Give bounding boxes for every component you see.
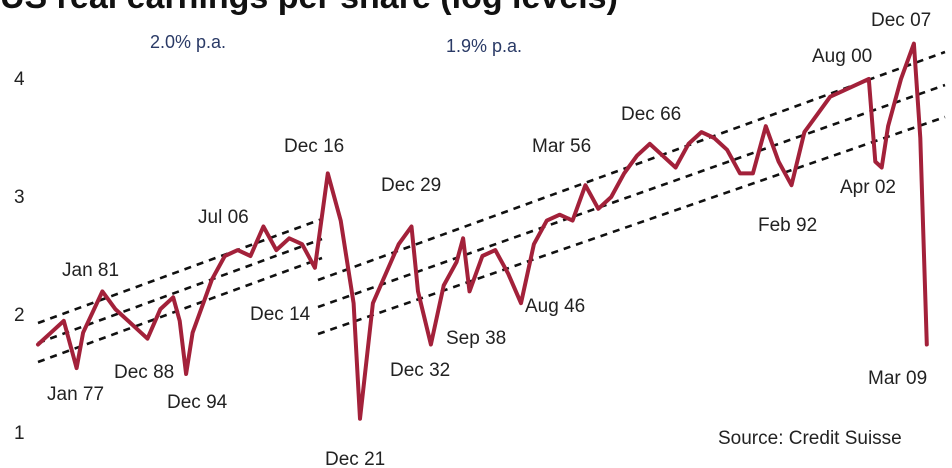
earnings-series: [36, 41, 929, 421]
source-note: Source: Credit Suisse: [718, 428, 902, 449]
trend-line-upper: [37, 217, 323, 325]
annotation-label: Dec 16: [284, 136, 344, 157]
annotation-label: Dec 94: [167, 392, 228, 413]
trend-channel-late: [317, 50, 946, 336]
growth-rate-labels: 2.0% p.a. 1.9% p.a.: [150, 32, 522, 56]
annotation-label: Dec 32: [390, 360, 450, 381]
annotation-label: Sep 38: [446, 328, 506, 349]
trend-line-middle: [37, 237, 323, 345]
annotation-label: Mar 09: [868, 368, 927, 389]
annotation-label: Jul 06: [198, 207, 249, 228]
annotation-label: Feb 92: [758, 215, 817, 236]
annotation-label: Dec 07: [871, 10, 931, 31]
annotation-label: Jan 77: [47, 384, 104, 405]
growth-label-late: 1.9% p.a.: [446, 36, 522, 56]
trend-channel-early: [37, 217, 323, 364]
trend-line-lower: [317, 115, 946, 336]
chart-title: US real earnings per share (log levels): [0, 0, 618, 16]
growth-label-early: 2.0% p.a.: [150, 32, 226, 52]
y-tick-label: 1: [14, 423, 25, 444]
trend-line-middle: [317, 83, 946, 309]
annotation-label: Aug 46: [525, 296, 585, 317]
annotation-label: Jan 81: [62, 260, 119, 281]
trend-line-lower: [37, 256, 323, 364]
annotation-label: Dec 29: [381, 175, 441, 196]
annotation-label: Dec 66: [621, 104, 681, 125]
series-line-0: [36, 41, 929, 421]
annotation-label: Aug 00: [812, 46, 872, 67]
y-axis-ticks: 4 3 2 1: [14, 69, 25, 444]
event-annotations: Jan 81 Jan 77 Dec 88 Dec 94 Jul 06 Dec 1…: [47, 10, 931, 468]
annotation-label: Dec 14: [250, 304, 311, 325]
annotation-label: Apr 02: [840, 177, 896, 198]
y-tick-label: 4: [14, 69, 25, 90]
annotation-label: Dec 88: [114, 362, 174, 383]
y-tick-label: 2: [14, 305, 25, 326]
y-tick-label: 3: [14, 187, 25, 208]
annotation-label: Dec 21: [325, 449, 385, 468]
annotation-label: Mar 56: [532, 136, 591, 157]
